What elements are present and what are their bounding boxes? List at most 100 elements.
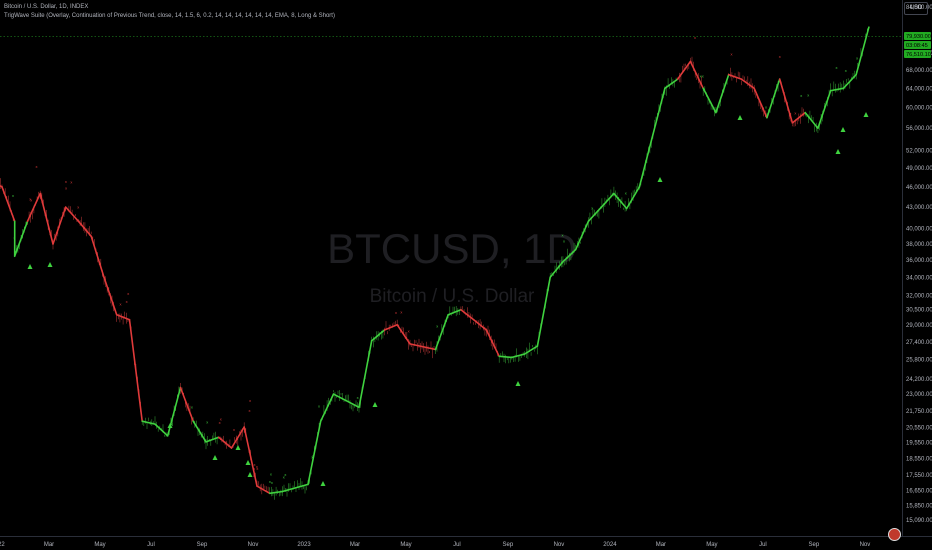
signal-glyph: x	[845, 68, 847, 73]
trend-segment	[574, 220, 590, 251]
buy-signal-marker	[167, 423, 173, 428]
price-axis-label: 24,200.00	[906, 377, 932, 383]
signal-glyph: x	[269, 479, 271, 484]
trend-segment	[766, 78, 781, 119]
trend-segment	[52, 206, 67, 245]
price-axis[interactable]: 84,000.0072,000.0068,000.0064,000.0060,0…	[906, 5, 932, 524]
signal-glyph: x	[126, 299, 128, 304]
price-tag-text: 03:08:45	[906, 43, 928, 49]
trend-segment	[587, 192, 615, 223]
price-axis-label: 40,000.00	[906, 227, 932, 233]
signal-glyph: x	[856, 56, 858, 61]
signal-glyph: x	[318, 403, 320, 408]
price-axis-label: 30,500.00	[906, 308, 932, 314]
signal-glyph: x	[408, 329, 410, 334]
trend-segment	[358, 339, 373, 409]
signal-glyph: x	[700, 73, 702, 78]
signal-glyph: x	[30, 197, 32, 202]
trend-segment	[638, 87, 666, 188]
trend-segment	[460, 308, 475, 321]
trend-segment	[256, 485, 271, 495]
signal-glyph: x	[395, 310, 397, 315]
buy-signal-marker	[27, 264, 33, 269]
signal-glyph: x	[807, 93, 809, 98]
symbol-title[interactable]: Bitcoin / U.S. Dollar, 1D, INDEX	[4, 4, 89, 10]
trend-segment	[791, 111, 807, 124]
trend-segment	[281, 483, 309, 493]
time-axis-label: Sep	[503, 542, 514, 548]
trend-segment	[434, 313, 450, 351]
price-axis-label: 52,000.00	[906, 148, 932, 154]
signal-glyph: x	[311, 455, 313, 460]
signal-glyph: x	[284, 472, 286, 477]
price-axis-label: 49,000.00	[906, 166, 932, 172]
price-axis-label: 27,400.00	[906, 340, 932, 346]
price-tag-bg	[904, 50, 931, 58]
price-axis-label: 36,000.00	[906, 258, 932, 264]
trend-segment	[804, 111, 819, 129]
currency-button[interactable]: USD	[904, 2, 928, 15]
buy-signal-marker	[372, 402, 378, 407]
signal-glyph: x	[563, 239, 565, 244]
signal-glyph: x	[220, 416, 222, 421]
trend-segment	[192, 420, 207, 443]
trend-segment	[1, 186, 16, 223]
time-axis-label: Nov	[248, 542, 259, 548]
time-axis-label: Jul	[453, 542, 461, 548]
trend-segment	[689, 60, 705, 90]
price-tag-text: 76,510.10	[906, 52, 931, 58]
trend-segment	[13, 220, 29, 257]
price-tag-bg	[904, 32, 931, 40]
trend-segment	[715, 73, 730, 114]
trend-segment	[817, 89, 832, 129]
price-axis-label: 43,000.00	[906, 205, 932, 211]
signal-glyph: x	[702, 73, 704, 78]
price-axis-label: 15,850.00	[906, 503, 932, 509]
signal-glyph: x	[270, 471, 272, 476]
trend-segment	[740, 78, 756, 90]
signal-glyph: x	[836, 65, 838, 70]
signal-glyph: x	[794, 110, 796, 115]
signal-glyph: x	[625, 190, 627, 195]
signal-glyph: x	[283, 475, 285, 480]
indicator-title[interactable]: TrigWave Suite (Overlay, Continuation of…	[4, 12, 335, 19]
signal-glyph: x	[12, 193, 14, 198]
time-axis-label: Nov	[860, 542, 871, 548]
time-axis[interactable]: 2022 Mar May Jul Sep Nov 2023 Mar May Jul Sep Nov 20…	[0, 542, 870, 548]
signal-glyph: x	[400, 309, 402, 314]
time-axis-label: Jul	[759, 542, 767, 548]
time-axis-label: 2024	[603, 542, 617, 548]
us-flag-icon[interactable]	[888, 528, 901, 541]
signal-glyph: x	[219, 420, 221, 425]
trend-segment	[39, 192, 54, 245]
signal-glyph: x	[249, 398, 251, 403]
signal-glyph: x	[779, 54, 781, 59]
trend-segment	[409, 343, 437, 351]
marker-layer: xxxxxxxxxxxxxxxxxxxxxxxxxxxxxxxxxxxxxxxx…	[12, 35, 869, 486]
price-axis-label: 16,650.00	[906, 489, 932, 495]
signal-glyph: x	[127, 291, 129, 296]
trend-segment	[383, 323, 399, 331]
trend-segment	[625, 186, 641, 210]
buy-signal-marker	[840, 127, 846, 132]
trend-segment	[664, 78, 679, 90]
trend-segment	[217, 436, 233, 449]
signal-glyph: x	[29, 197, 31, 202]
trend-segment	[498, 355, 513, 359]
trend-segment	[829, 87, 845, 92]
trend-segment	[753, 87, 768, 119]
trend-segment	[141, 420, 156, 425]
trend-segment	[778, 78, 794, 124]
time-axis-label: 2022	[0, 542, 5, 548]
trend-segment	[549, 260, 564, 279]
trend-segment	[230, 426, 245, 449]
signal-glyph: x	[694, 35, 696, 40]
signal-glyph: x	[254, 462, 256, 467]
signal-glyph: x	[256, 466, 258, 471]
trend-segment	[536, 276, 552, 347]
trend-segment	[396, 323, 411, 345]
trend-segment	[179, 386, 194, 423]
price-axis-label: 23,000.00	[906, 392, 932, 398]
watermark-symbol: BTCUSD, 1D	[327, 225, 577, 272]
